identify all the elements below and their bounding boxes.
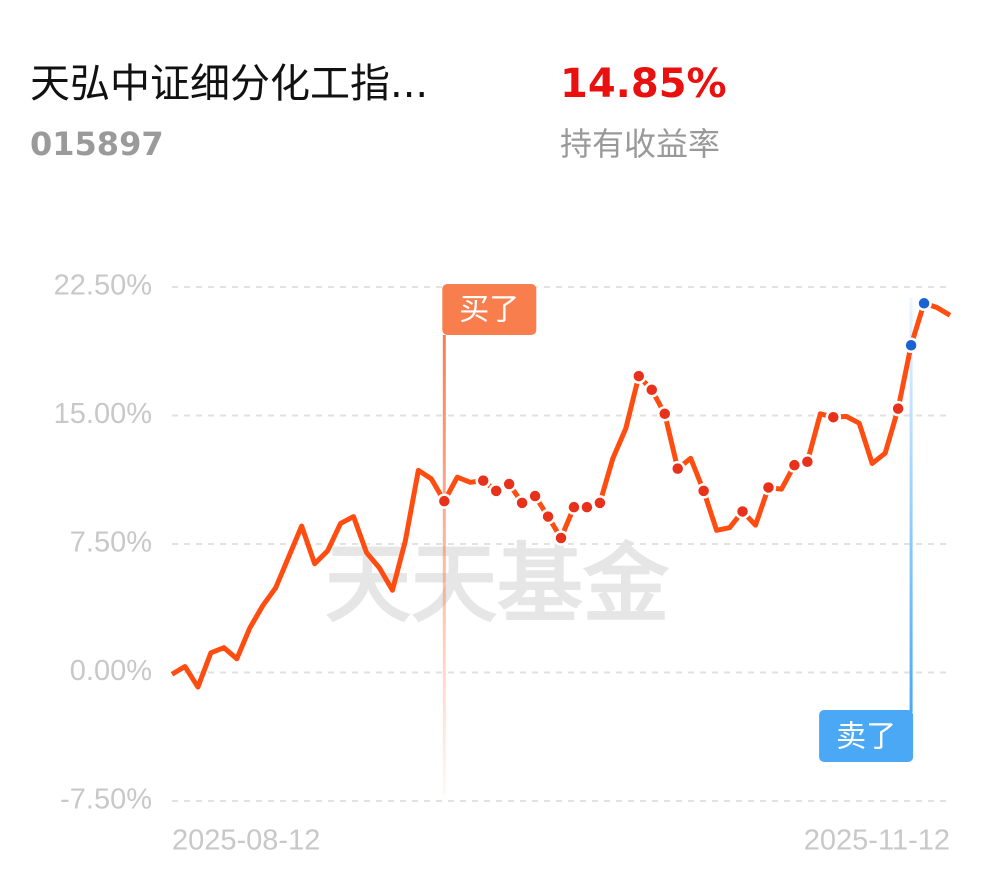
buy-line (442, 335, 446, 795)
y-tick-label: 15.00% (54, 398, 152, 430)
point (579, 499, 595, 515)
y-tick-label: 22.50% (54, 270, 152, 302)
point (644, 382, 660, 398)
buy-tag-label: 买了 (459, 293, 519, 328)
point (514, 495, 530, 511)
point (903, 337, 919, 354)
y-tick-label: -7.50% (60, 784, 152, 816)
point (916, 295, 932, 312)
point (592, 495, 608, 511)
point (825, 409, 842, 425)
sell-line (909, 298, 913, 712)
return-label: 持有收益率 (560, 125, 720, 163)
point (488, 483, 504, 499)
sell-tag (819, 710, 914, 762)
return-value: 14.85% (560, 61, 727, 107)
fund-name: 天弘中证细分化工指... (30, 61, 428, 107)
point (760, 479, 777, 496)
buy-tag (442, 284, 537, 335)
x-tick-label: 2025-08-12 (172, 825, 320, 857)
point (566, 499, 582, 515)
point (631, 368, 647, 384)
point (669, 460, 686, 477)
y-tick-label: 0.00% (70, 655, 152, 687)
point (475, 472, 491, 489)
point (695, 483, 712, 499)
point (734, 503, 751, 520)
y-tick-label: 7.50% (70, 527, 152, 559)
point (527, 488, 543, 504)
x-tick-label: 2025-11-12 (804, 825, 950, 857)
point (553, 530, 569, 546)
point (890, 400, 906, 417)
point (656, 406, 673, 422)
point (786, 457, 803, 473)
point (436, 493, 453, 509)
fund-code: 015897 (30, 125, 164, 163)
watermark: 天天基金 (325, 534, 670, 634)
point (540, 508, 556, 525)
point (501, 476, 517, 492)
sell-tag-label: 卖了 (836, 720, 896, 755)
point (799, 454, 816, 470)
